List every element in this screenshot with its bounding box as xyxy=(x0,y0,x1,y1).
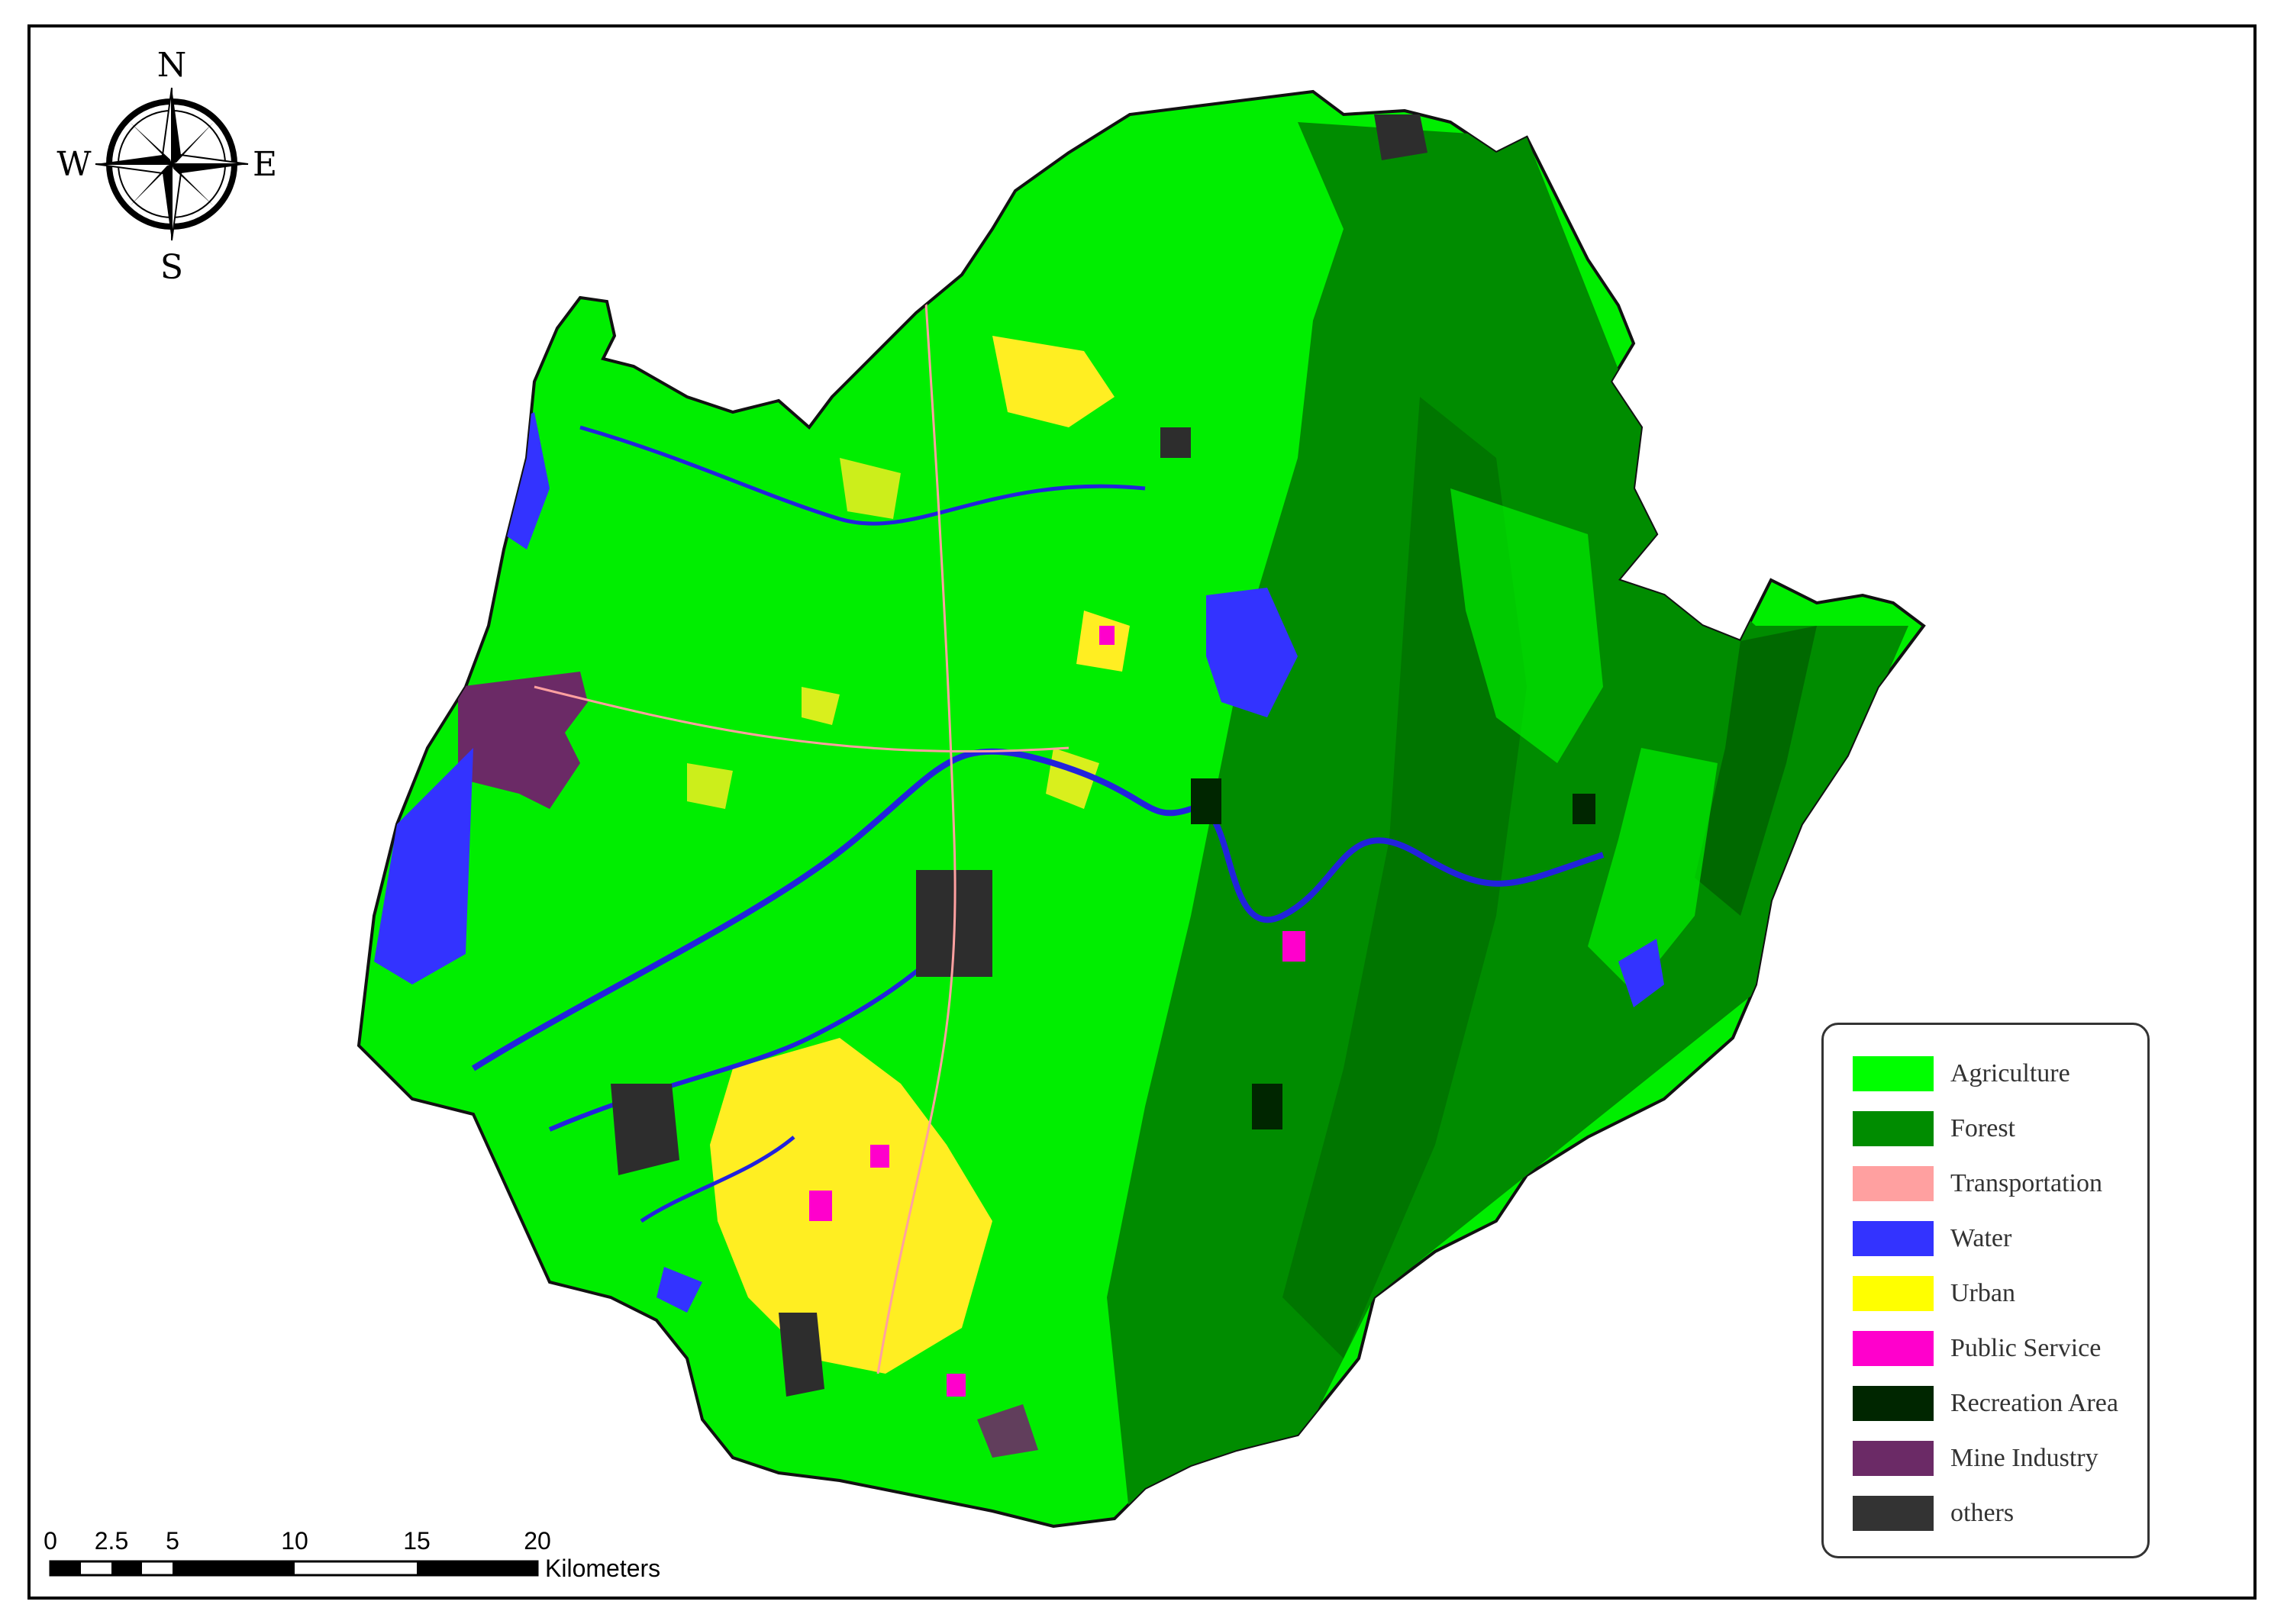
legend-label: Transportation xyxy=(1950,1169,2102,1197)
compass-north-label: N xyxy=(157,46,187,85)
scale-bar: 0 2.5 5 10 15 20 Kilometers xyxy=(44,1527,660,1582)
scale-tick-10: 10 xyxy=(281,1527,308,1555)
scale-unit: Kilometers xyxy=(545,1555,660,1582)
public-service-area xyxy=(809,1191,832,1221)
legend-swatch xyxy=(1853,1111,1934,1146)
legend-item: Forest xyxy=(1853,1109,2015,1149)
legend-label: Forest xyxy=(1950,1114,2015,1142)
legend-item: Mine Industry xyxy=(1853,1439,2099,1478)
legend-label: Agriculture xyxy=(1950,1059,2070,1088)
legend-item: Recreation Area xyxy=(1853,1384,2118,1423)
legend-label: Recreation Area xyxy=(1950,1389,2118,1417)
legend-swatch xyxy=(1853,1276,1934,1311)
urban-area xyxy=(802,687,840,725)
legend-item: Transportation xyxy=(1853,1164,2102,1204)
legend-swatch xyxy=(1853,1166,1934,1201)
legend-item: others xyxy=(1853,1494,2014,1533)
urban-area xyxy=(992,336,1115,427)
legend-swatch xyxy=(1853,1441,1934,1476)
scale-tick-5: 5 xyxy=(166,1527,179,1555)
legend-swatch xyxy=(1853,1056,1934,1091)
legend-swatch xyxy=(1853,1221,1934,1256)
legend-label: Urban xyxy=(1950,1279,2015,1307)
water-body xyxy=(1618,939,1664,1007)
public-service-area xyxy=(947,1374,966,1397)
legend-label: others xyxy=(1950,1499,2015,1527)
compass-east-label: E xyxy=(253,145,277,184)
public-service-area xyxy=(1099,626,1115,645)
scale-tick-0: 0 xyxy=(44,1527,57,1555)
river xyxy=(471,748,1605,1071)
agriculture-patch xyxy=(1450,488,1603,763)
recreation-area xyxy=(1252,1084,1282,1129)
urban-area xyxy=(710,1038,992,1374)
mine-industry-area xyxy=(977,1404,1038,1458)
others-area xyxy=(779,1313,824,1397)
compass-rose: N S E W xyxy=(56,46,277,287)
legend-swatch xyxy=(1853,1331,1934,1366)
legend-swatch xyxy=(1853,1496,1934,1531)
scale-tick-2-5: 2.5 xyxy=(95,1527,128,1555)
legend-swatch xyxy=(1853,1386,1934,1421)
others-area xyxy=(1160,427,1191,458)
urban-area xyxy=(687,763,733,809)
others-area xyxy=(611,1084,679,1175)
water-body xyxy=(374,748,473,984)
water-body xyxy=(656,1267,702,1313)
compass-south-label: S xyxy=(160,248,183,287)
water-body xyxy=(1206,588,1298,717)
public-service-area xyxy=(870,1145,889,1168)
legend-label: Water xyxy=(1950,1224,2012,1252)
legend-label: Mine Industry xyxy=(1950,1444,2099,1472)
forest-dark-area xyxy=(1695,626,1817,916)
legend-label: Public Service xyxy=(1950,1334,2102,1362)
scale-tick-20: 20 xyxy=(524,1527,551,1555)
recreation-area xyxy=(1191,778,1221,824)
others-area xyxy=(1374,114,1428,160)
legend-item: Urban xyxy=(1853,1274,2015,1313)
agriculture-patch xyxy=(1588,748,1718,992)
transportation-route xyxy=(876,152,957,1374)
urban-area xyxy=(840,458,901,519)
legend-item: Agriculture xyxy=(1853,1054,2070,1094)
map-legend: Agriculture Forest Transportation Water Urba… xyxy=(1821,1023,2150,1558)
transportation-route xyxy=(534,685,1069,753)
mine-industry-area xyxy=(458,672,588,809)
river xyxy=(640,1136,795,1223)
public-service-area xyxy=(1282,931,1305,962)
legend-item: Public Service xyxy=(1853,1329,2101,1368)
compass-west-label: W xyxy=(56,145,92,184)
legend-item: Water xyxy=(1853,1219,2011,1258)
river xyxy=(579,425,1146,526)
scale-tick-15: 15 xyxy=(403,1527,431,1555)
recreation-area xyxy=(1573,794,1595,824)
land-use-patches xyxy=(374,114,1908,1519)
forest-dark-area xyxy=(1282,397,1527,1358)
